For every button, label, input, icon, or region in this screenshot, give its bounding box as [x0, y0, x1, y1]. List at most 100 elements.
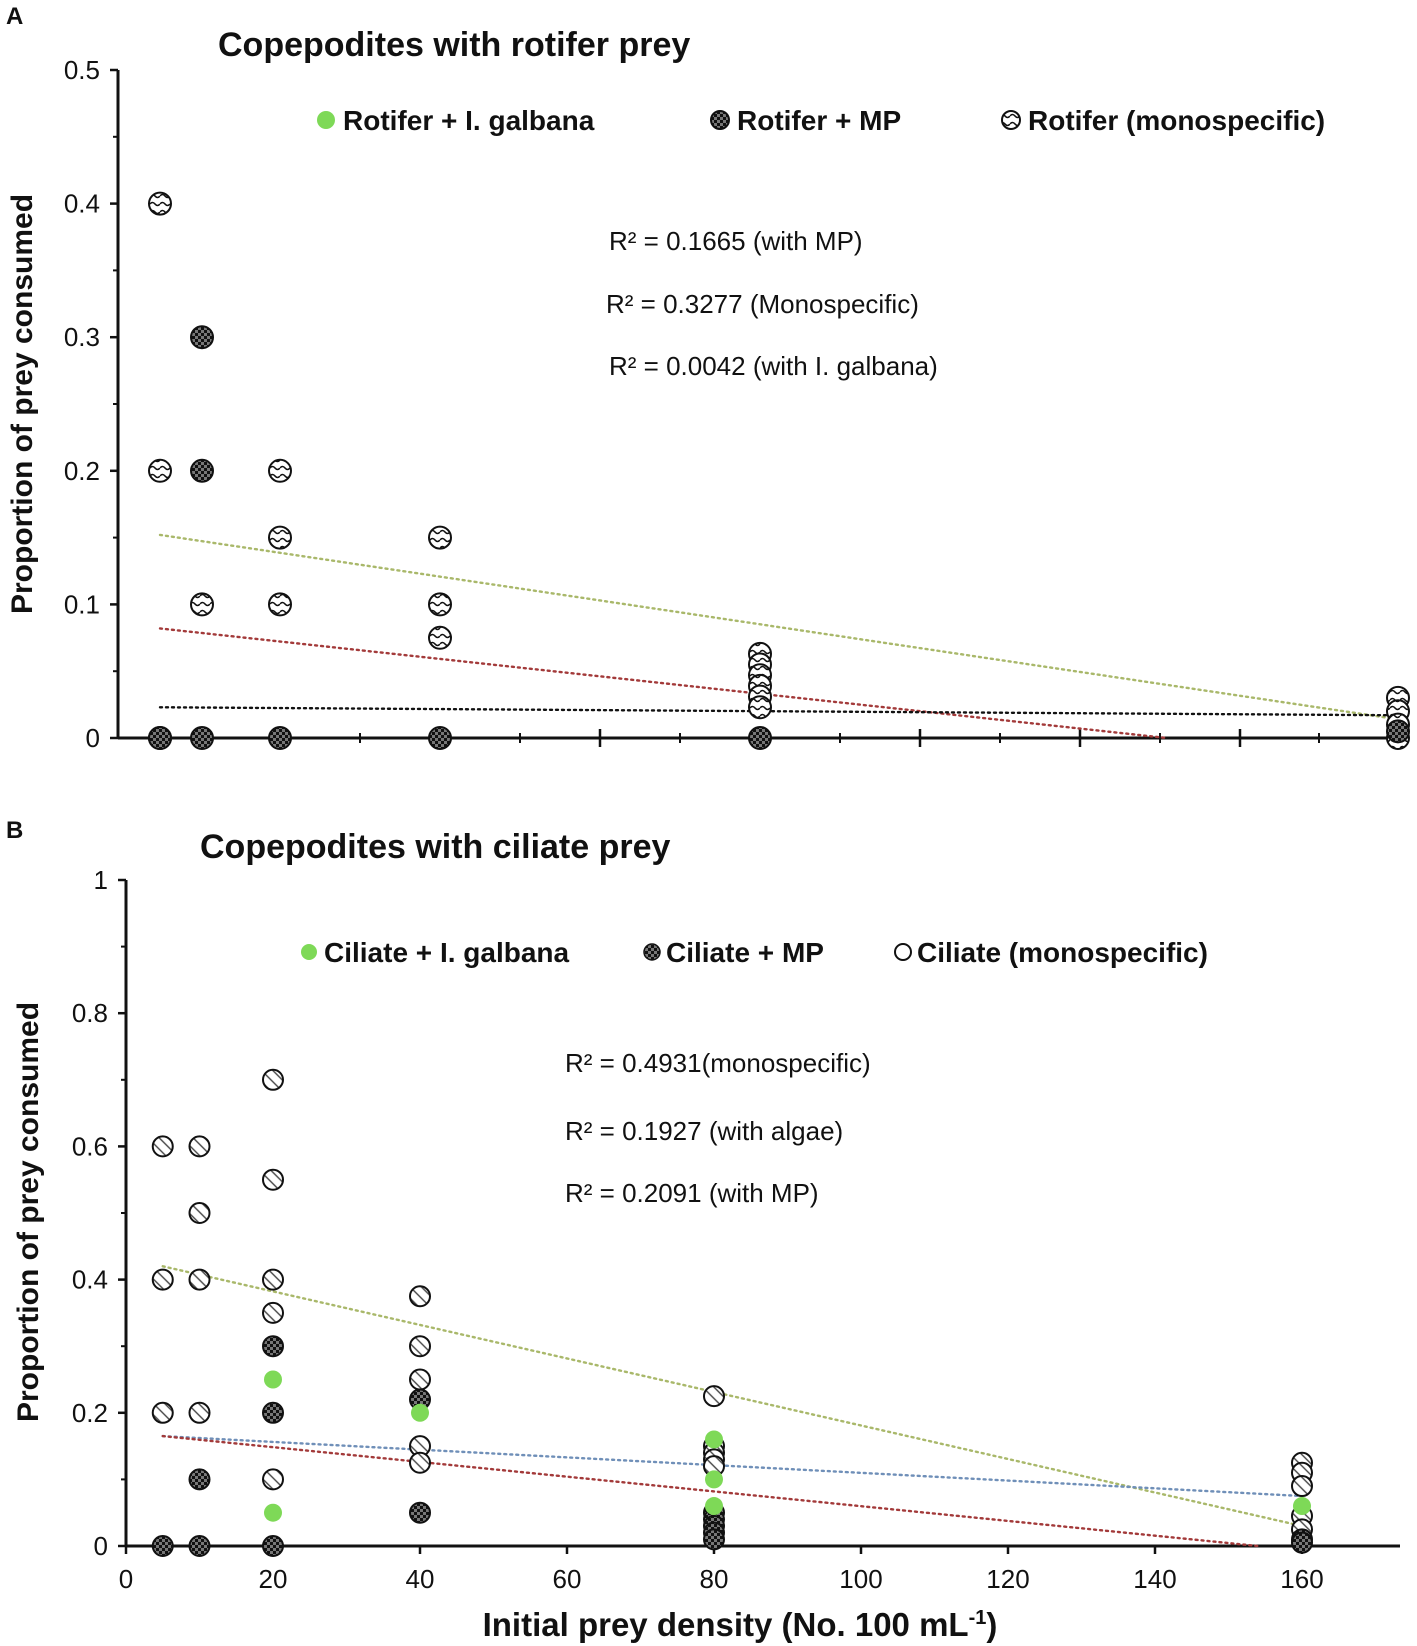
legend-marker-open [894, 943, 912, 961]
panel-a-points [148, 191, 1410, 750]
point-wave [148, 458, 172, 483]
panel-b-x-axis-label: Initial prey density (No. 100 mL-1) [483, 1606, 998, 1643]
trendline-with-mp [161, 1434, 1260, 1548]
panel-b-y-axis-label: Proportion of prey consumed [12, 1002, 45, 1422]
point-mp [188, 1535, 211, 1557]
panel-b-legend-3: Ciliate (monospecific) [917, 937, 1208, 968]
point-wave [190, 592, 214, 617]
point-open [262, 1468, 284, 1491]
panel-b-title: Copepodites with ciliate prey [200, 828, 671, 866]
point-green [264, 1370, 282, 1389]
point-open [188, 1135, 211, 1158]
point-green [1293, 1497, 1311, 1516]
panel-a-legend: Rotifer + I. galbana Rotifer + MP Rotife… [317, 105, 1325, 136]
panel-a-letter: A [6, 3, 23, 30]
legend-marker-wave [1001, 110, 1021, 130]
point-open [151, 1401, 174, 1424]
panel-a-title: Copepodites with rotifer prey [218, 26, 690, 64]
panel-a: A Copepodites with rotifer prey Proporti… [6, 3, 1410, 753]
trendline-monospecific [158, 533, 1400, 721]
point-open [188, 1401, 211, 1424]
point-green [705, 1497, 723, 1516]
x-tick-label: 100 [839, 1564, 882, 1594]
panel-b-legend: Ciliate + I. galbana Ciliate + MP Ciliat… [301, 937, 1208, 968]
point-mp [748, 726, 772, 750]
point-open [262, 1301, 284, 1324]
legend-marker-mp [643, 943, 661, 961]
panel-b-axes: 0 0.2 0.4 0.6 0.8 1 0 20 40 60 80 100 120 140 160 [72, 865, 1400, 1594]
point-green [411, 1403, 429, 1422]
panel-a-axes: 0 0.1 0.2 0.3 0.4 0.5 [64, 55, 1400, 753]
x-tick-label: 120 [986, 1564, 1029, 1594]
point-open [188, 1268, 211, 1291]
point-mp [409, 1501, 431, 1524]
point-open [409, 1451, 431, 1474]
trendline-monospecific [161, 1265, 1304, 1528]
panel-b-letter: B [6, 817, 23, 844]
point-open [262, 1068, 284, 1091]
panel-b-r2-1: R² = 0.4931(monospecific) [565, 1048, 871, 1078]
point-mp [148, 726, 172, 750]
point-open [409, 1368, 431, 1391]
point-wave [268, 458, 292, 483]
panel-b-points [151, 1068, 1313, 1557]
point-mp [268, 726, 292, 750]
point-open [1291, 1475, 1313, 1498]
panel-b-trendlines [161, 1265, 1304, 1548]
point-open [151, 1135, 174, 1158]
point-mp [188, 1468, 211, 1491]
y-tick-label: 0.3 [64, 322, 100, 352]
panel-b-r2-3: R² = 0.2091 (with MP) [565, 1178, 819, 1208]
y-tick-label: 0.2 [64, 456, 100, 486]
point-wave [748, 695, 772, 720]
panel-a-legend-3: Rotifer (monospecific) [1028, 105, 1325, 136]
legend-marker-green [317, 111, 335, 129]
y-tick-label: 0.4 [72, 1265, 108, 1295]
point-open [188, 1202, 211, 1224]
point-mp [190, 325, 214, 350]
panel-a-y-axis-label: Proportion of prey consumed [6, 194, 39, 614]
x-tick-label: 20 [259, 1564, 288, 1594]
point-mp [190, 726, 214, 750]
point-open [262, 1268, 284, 1291]
point-green [705, 1430, 723, 1449]
x-tick-label: 80 [700, 1564, 729, 1594]
trendline-with-i-galbana [158, 706, 1400, 717]
x-tick-label: 40 [406, 1564, 435, 1594]
y-tick-label: 0.2 [72, 1398, 108, 1428]
point-mp [262, 1401, 284, 1424]
x-tick-label: 140 [1133, 1564, 1176, 1594]
point-mp [1291, 1531, 1313, 1554]
point-green [264, 1503, 282, 1522]
point-mp [262, 1335, 284, 1358]
point-wave [428, 592, 452, 617]
y-tick-label: 0 [94, 1531, 108, 1561]
panel-a-r2-2: R² = 0.3277 (Monospecific) [606, 289, 919, 319]
x-tick-label: 60 [553, 1564, 582, 1594]
y-tick-label: 0.4 [64, 189, 100, 219]
panel-a-legend-1: Rotifer + I. galbana [343, 105, 595, 136]
point-open [151, 1268, 174, 1291]
point-open [409, 1285, 431, 1308]
point-open [703, 1385, 725, 1408]
y-tick-label: 0.5 [64, 55, 100, 85]
y-tick-label: 0.1 [64, 589, 100, 619]
point-mp [190, 458, 214, 483]
legend-marker-mp [710, 110, 730, 130]
trendline-with-mp [158, 627, 1168, 740]
x-tick-label: 160 [1280, 1564, 1323, 1594]
point-wave [268, 525, 292, 550]
panel-b-legend-1: Ciliate + I. galbana [324, 937, 570, 968]
y-tick-label: 0 [86, 723, 100, 753]
y-tick-label: 1 [94, 865, 108, 895]
point-wave [268, 592, 292, 617]
panel-a-r2-1: R² = 0.1665 (with MP) [609, 226, 863, 256]
point-mp [703, 1528, 725, 1551]
point-mp [151, 1535, 174, 1557]
trendline-with-algae [161, 1434, 1304, 1498]
panel-b: B Copepodites with ciliate prey Proporti… [6, 817, 1400, 1643]
panel-a-r2-3: R² = 0.0042 (with I. galbana) [609, 351, 938, 381]
x-tick-label: 0 [119, 1564, 133, 1594]
point-green [705, 1470, 723, 1489]
